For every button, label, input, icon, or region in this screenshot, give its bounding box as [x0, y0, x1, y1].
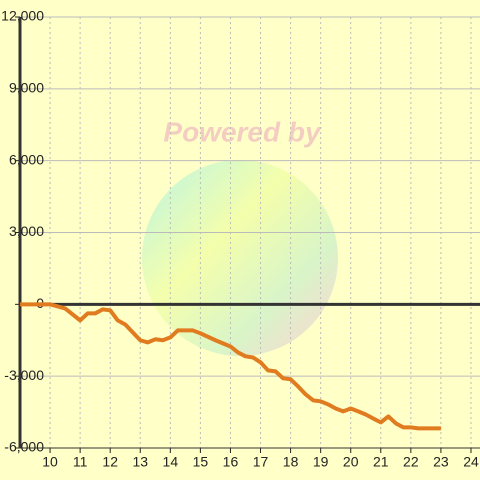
watermark-circle	[142, 160, 338, 356]
y-tick-label: -3,000	[4, 367, 44, 383]
line-series	[20, 302, 441, 431]
x-tick-label: 16	[223, 454, 239, 470]
x-tick-label: 10	[42, 454, 58, 470]
x-tick-label: 17	[253, 454, 269, 470]
x-tick-label: 11	[73, 454, 88, 470]
x-tick-label: 19	[313, 454, 329, 470]
x-tick-label: 22	[403, 454, 419, 470]
y-tick-label: 3,000	[9, 223, 44, 239]
x-tick-label: 24	[463, 454, 479, 470]
x-tick-label: 23	[433, 454, 449, 470]
y-tick-label: -6,000	[4, 439, 44, 455]
x-tick-label: 12	[102, 454, 118, 470]
y-tick-label: 6,000	[9, 151, 44, 167]
x-tick-label: 21	[373, 454, 389, 470]
y-tick-label: 9,000	[9, 80, 44, 96]
x-tick-label: 18	[283, 454, 299, 470]
x-tick-label: 13	[132, 454, 148, 470]
y-tick-label: 12,000	[1, 8, 44, 24]
x-tick-label: 15	[193, 454, 209, 470]
x-tick-label: 14	[163, 454, 179, 470]
watermark: Powered by	[142, 116, 338, 356]
x-tick-label: 20	[343, 454, 359, 470]
watermark-text: Powered by	[163, 116, 322, 147]
